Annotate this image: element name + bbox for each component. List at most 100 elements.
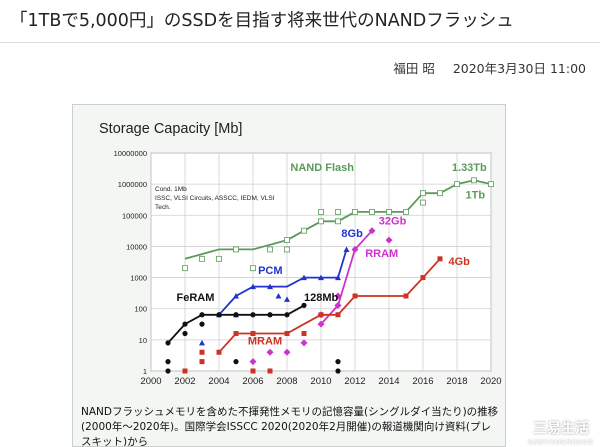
data-point xyxy=(352,209,358,215)
y-tick-label: 1000 xyxy=(130,274,147,283)
data-point xyxy=(352,293,358,299)
data-point xyxy=(233,331,239,337)
chart-annotation: MRAM xyxy=(248,336,282,348)
data-point xyxy=(386,209,392,215)
data-point xyxy=(199,359,205,365)
watermark-text: 三易生活 xyxy=(533,421,589,437)
data-point xyxy=(250,331,256,337)
y-tick-label: 10000000 xyxy=(114,149,147,158)
data-point xyxy=(335,312,341,318)
data-point xyxy=(300,339,308,347)
data-point xyxy=(437,190,443,197)
data-point xyxy=(250,283,256,290)
data-point xyxy=(334,292,342,300)
watermark-subtext: SANYISHENGHUO xyxy=(528,439,594,446)
chart-annotation: 128Mb xyxy=(304,292,339,304)
data-point xyxy=(335,218,341,225)
data-point xyxy=(199,321,205,327)
x-tick-label: 2012 xyxy=(344,376,365,387)
data-point xyxy=(267,312,273,318)
chart-annotation: FeRAM xyxy=(177,292,215,304)
chart-note-line: ISSC, VLSI Circuits, ASSCC, IEDM, VLSI xyxy=(155,195,275,202)
data-point xyxy=(318,209,324,215)
data-point xyxy=(351,245,359,253)
data-point xyxy=(250,368,256,374)
data-point xyxy=(199,255,205,262)
chart-annotation: NAND Flash xyxy=(290,162,354,174)
x-tick-label: 2004 xyxy=(208,376,229,387)
x-tick-label: 2014 xyxy=(378,376,399,387)
data-point xyxy=(182,368,188,374)
data-point xyxy=(283,348,291,356)
data-point xyxy=(199,339,205,346)
data-point xyxy=(420,190,426,197)
chart-annotation: 8Gb xyxy=(341,228,363,240)
data-point xyxy=(335,274,341,281)
data-point xyxy=(403,293,409,299)
data-point xyxy=(199,349,205,355)
chart-note-line: Tech. xyxy=(155,204,171,211)
data-point xyxy=(318,312,324,318)
chart-annotation: 32Gb xyxy=(379,216,407,228)
data-point xyxy=(267,246,273,253)
x-tick-label: 2000 xyxy=(140,376,161,387)
data-point xyxy=(403,209,409,215)
data-point xyxy=(335,209,341,215)
data-point xyxy=(165,340,171,346)
data-point xyxy=(301,331,307,337)
article-title: 「1TBで5,000円」のSSDを目指す将来世代のNANDフラッシュ xyxy=(10,11,514,31)
x-tick-label: 2020 xyxy=(480,376,501,387)
data-point xyxy=(284,237,290,243)
data-point xyxy=(454,181,460,188)
data-point xyxy=(249,358,257,366)
data-point xyxy=(284,246,290,253)
data-point xyxy=(165,359,171,365)
figure-caption: NANDフラッシュメモリを含めた不揮発性メモリの記憶容量(シングルダイ当たり)の… xyxy=(81,406,499,447)
data-point xyxy=(437,256,443,262)
data-point xyxy=(318,218,324,225)
y-tick-label: 100 xyxy=(134,305,147,314)
data-point xyxy=(182,321,188,327)
data-point xyxy=(216,349,222,355)
data-point xyxy=(317,320,325,328)
chart-annotation: RRAM xyxy=(365,248,398,260)
x-tick-label: 2002 xyxy=(174,376,195,387)
y-tick-label: 10000 xyxy=(126,242,147,251)
data-point xyxy=(267,283,273,290)
publish-date: 2020年3月30日 11:00 xyxy=(452,61,586,76)
data-point xyxy=(334,301,342,309)
chart-title: Storage Capacity [Mb] xyxy=(99,121,242,137)
data-point xyxy=(318,274,324,281)
data-point xyxy=(301,302,307,308)
data-point xyxy=(335,359,341,365)
author-name[interactable]: 福田 昭 xyxy=(393,61,435,76)
y-tick-label: 1 xyxy=(143,367,147,376)
data-point xyxy=(368,227,376,235)
data-point xyxy=(284,312,290,318)
data-point xyxy=(216,255,222,262)
series-line xyxy=(218,249,348,316)
chart-annotation: PCM xyxy=(258,265,282,277)
byline: 福田 昭 2020年3月30日 11:00 xyxy=(379,58,586,77)
data-point xyxy=(182,265,188,272)
x-tick-label: 2018 xyxy=(446,376,467,387)
data-point xyxy=(182,330,188,337)
chart-note-line: Cond. 1Mb xyxy=(155,186,187,193)
x-tick-label: 2006 xyxy=(242,376,263,387)
data-point xyxy=(233,312,239,318)
y-tick-label: 1000000 xyxy=(118,180,147,189)
data-point xyxy=(233,293,239,299)
x-tick-label: 2016 xyxy=(412,376,433,387)
data-point xyxy=(199,312,205,318)
data-point xyxy=(420,199,426,206)
data-point xyxy=(343,246,350,252)
data-point xyxy=(233,359,239,365)
data-point xyxy=(420,275,426,281)
title-divider xyxy=(0,42,600,43)
x-tick-label: 2008 xyxy=(276,376,297,387)
data-point xyxy=(385,236,393,244)
data-point xyxy=(301,227,307,234)
chart-annotation: 4Gb xyxy=(449,256,471,268)
y-tick-label: 10 xyxy=(139,336,147,345)
storage-capacity-chart: Storage Capacity [Mb] 2000 2002 2004 2006 200… xyxy=(99,121,502,387)
